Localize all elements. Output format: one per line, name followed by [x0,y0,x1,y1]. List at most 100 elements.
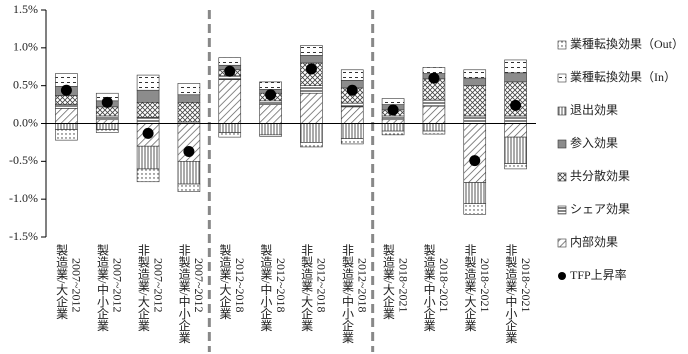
category-period: 2012~2018 [356,258,370,313]
category-period: 2007~2012 [111,258,125,313]
bar-segment [55,104,78,109]
bar-segment [136,145,160,170]
bar-segment [95,123,119,130]
bar-segment [177,83,201,96]
tfp-marker [510,99,522,111]
legend-label: 共分散効果 [570,168,630,183]
legend-label: 業種転換効果（Out） [570,36,684,51]
legend-marker [558,272,566,280]
category-group: 非製造業/中小企業 [177,244,191,344]
category-period: 2012~2018 [233,258,247,313]
bar-segment [177,161,201,185]
tfp-marker [224,65,236,77]
tfp-marker [60,84,72,96]
bar-segment [259,104,282,124]
category-period: 2012~2018 [274,258,288,313]
bar-segment [177,102,201,123]
bar-segment [463,115,487,124]
bar-segment [218,79,242,124]
bar-segment [95,106,119,117]
legend-label: シェア効果 [570,201,630,216]
bar-segment [55,73,78,87]
bar-segment [300,45,323,56]
bar-segment [300,55,323,64]
y-tick-label: 1.0% [13,40,38,54]
y-tick-label: 1.5% [13,2,38,16]
legend-label: 内部効果 [570,234,618,249]
legend-label: TFP上昇率 [570,267,627,282]
bar-segment [136,89,160,103]
bar-segment [504,123,527,138]
legend-swatch [557,106,567,116]
bar-segment [340,106,364,124]
bar-segment [463,69,487,79]
legend-swatch [557,139,567,149]
legend-swatch [557,205,567,215]
bar-segment [55,95,78,105]
category-period: 2018~2021 [519,258,533,313]
bar-segment [504,136,527,164]
bar-segment [340,102,364,108]
bar-segment [422,123,446,132]
tfp-marker [101,96,113,108]
bar-segment [463,203,487,215]
bar-segment [218,57,242,66]
legend-swatch [557,73,567,83]
bar-segment [259,100,282,105]
y-tick-label: -0.5% [9,153,38,167]
bar-segment [463,182,487,205]
bar-segment [340,138,364,145]
tfp-marker [346,84,358,96]
legend-swatch [557,40,567,50]
bar-segment [55,108,78,124]
bar-segment [136,168,160,183]
category-group: 非製造業/大企業 [136,244,150,332]
bar-segment [218,132,242,138]
bar-segment [422,130,446,135]
category-period: 2007~2012 [151,258,165,313]
bar-segment [177,94,201,103]
bar-segment [504,115,527,124]
bar-segment [381,119,405,124]
bar-segment [381,123,405,132]
tfp-marker [387,104,399,116]
category-group: 非製造業/中小企業 [504,244,518,344]
category-group: 非製造業/大企業 [463,244,477,332]
legend-swatch [557,172,567,182]
bar-segment [300,142,323,148]
category-group: 製造業/中小企業 [422,244,436,332]
bar-segment [422,99,446,107]
bar-segment [259,123,282,136]
tfp-marker [142,127,154,139]
bar-segment [259,81,282,90]
tfp-marker [469,155,481,167]
category-group: 製造業/大企業 [218,244,232,320]
y-tick-label: 0.0% [13,115,38,129]
category-period: 2007~2012 [70,258,84,313]
category-group: 製造業/大企業 [55,244,69,320]
category-period: 2007~2012 [192,258,206,313]
y-tick-label: 0.5% [13,77,38,91]
bar-segment [136,102,160,118]
y-tick-label: -1.5% [9,229,38,243]
bar-segment [55,129,78,141]
bar-segment [422,105,446,124]
category-period: 2018~2021 [396,258,410,313]
category-group: 非製造業/大企業 [300,244,314,332]
category-group: 製造業/大企業 [381,244,395,320]
bar-segment [463,123,487,183]
bar-segment [381,98,405,105]
bar-segment [95,129,119,133]
bar-segment [136,117,160,124]
bar-segment [95,119,119,124]
bar-segment [300,92,323,124]
category-period: 2018~2021 [437,258,451,313]
category-group: 製造業/中小企業 [259,244,273,332]
bar-segment [300,123,323,143]
y-tick-label: -1.0% [9,191,38,205]
bar-segment [381,130,405,136]
bar-segment [504,59,527,74]
legend-label: 参入効果 [570,135,618,150]
bar-segment [300,85,323,94]
